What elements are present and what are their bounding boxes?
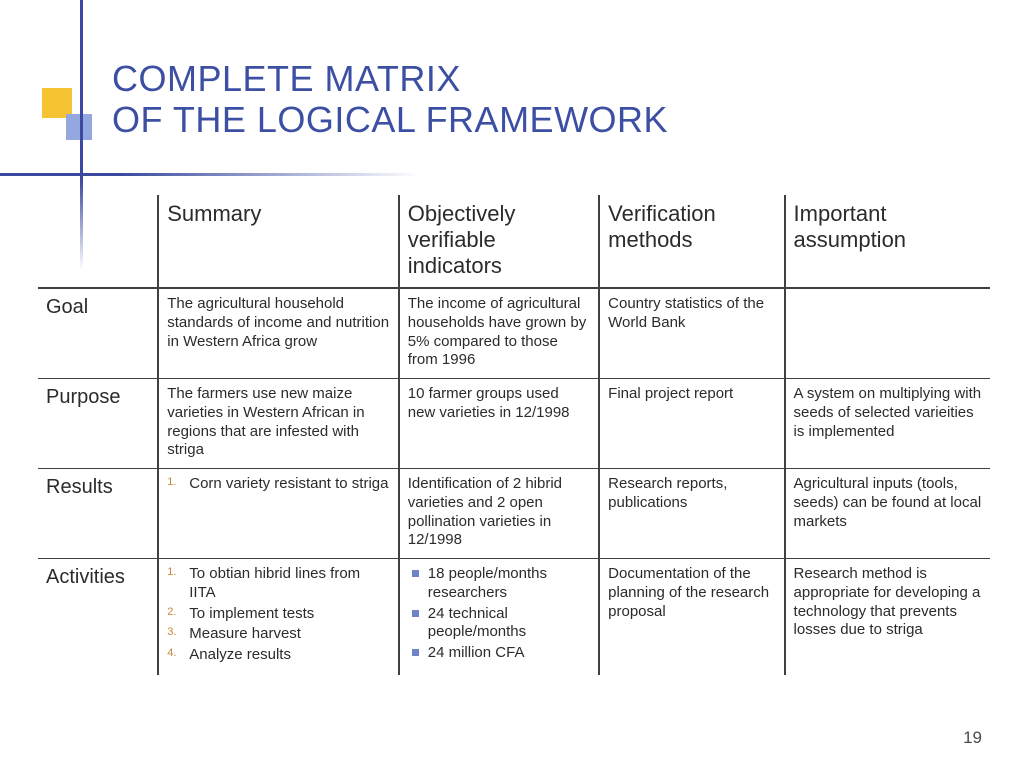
cell-indicators: Identification of 2 hibrid varieties and…	[399, 469, 599, 559]
cell-assumption: A system on multiplying with seeds of se…	[785, 379, 990, 469]
cell-verification: Research reports, publications	[599, 469, 784, 559]
row-label-text: Activities	[46, 566, 125, 588]
cell-summary: The farmers use new maize varieties in W…	[158, 379, 399, 469]
col-header-blank	[38, 195, 158, 288]
title-decoration	[30, 78, 120, 168]
slide-title: COMPLETE MATRIX OF THE LOGICAL FRAMEWORK	[112, 58, 668, 141]
list-item: To obtian hibrid lines from IITA	[167, 565, 390, 603]
cell-assumption	[785, 288, 990, 379]
row-label: Goal	[38, 288, 158, 379]
col-header-verification: Verification methods	[599, 195, 784, 288]
cell-summary: The agricultural household standards of …	[158, 288, 399, 379]
cell-summary: To obtian hibrid lines from IITA To imple…	[158, 559, 399, 675]
row-label: Results	[38, 469, 158, 559]
cell-indicators: 18 people/months researchers24 technical…	[399, 559, 599, 675]
row-label: Purpose	[38, 379, 158, 469]
col-header-assumption: Important assumption	[785, 195, 990, 288]
cell-assumption: Research method is appropriate for devel…	[785, 559, 990, 675]
table-row: Results Corn variety resistant to striga I…	[38, 469, 990, 559]
cell-verification: Documentation of the planning of the res…	[599, 559, 784, 675]
logical-framework-matrix: Summary Objectively verifiable indicator…	[38, 195, 990, 675]
list-item: 24 million CFA	[408, 644, 590, 663]
table-row: Goal The agricultural household standards…	[38, 288, 990, 379]
indicators-list: 18 people/months researchers24 technical…	[408, 565, 590, 663]
row-label-text: Results	[46, 476, 113, 498]
col-header-indicators: Objectively verifiable indicators	[399, 195, 599, 288]
cell-verification: Country statistics of the World Bank	[599, 288, 784, 379]
decor-horizontal-line	[0, 173, 1024, 176]
row-label: Activities	[38, 559, 158, 675]
cell-summary: Corn variety resistant to striga	[158, 469, 399, 559]
table-body: Goal The agricultural household standards…	[38, 288, 990, 675]
page-number: 19	[963, 728, 982, 748]
cell-verification: Final project report	[599, 379, 784, 469]
summary-list: Corn variety resistant to striga	[167, 475, 390, 494]
list-item: To implement tests	[167, 605, 390, 624]
list-item: Measure harvest	[167, 625, 390, 644]
table-row: Activities To obtian hibrid lines from II…	[38, 559, 990, 675]
list-item: Corn variety resistant to striga	[167, 475, 390, 494]
summary-list: To obtian hibrid lines from IITA To imple…	[167, 565, 390, 665]
list-item: 18 people/months researchers	[408, 565, 590, 603]
decor-square-blue	[66, 114, 92, 140]
row-label-text: Goal	[46, 296, 88, 318]
list-item: Analyze results	[167, 646, 390, 665]
table-header-row: Summary Objectively verifiable indicator…	[38, 195, 990, 288]
cell-indicators: 10 farmer groups used new varieties in 1…	[399, 379, 599, 469]
cell-indicators: The income of agricultural households ha…	[399, 288, 599, 379]
title-line-2: OF THE LOGICAL FRAMEWORK	[112, 99, 668, 140]
list-item: 24 technical people/months	[408, 605, 590, 643]
col-header-summary: Summary	[158, 195, 399, 288]
title-line-1: COMPLETE MATRIX	[112, 58, 668, 99]
table-row: Purpose The farmers use new maize varieti…	[38, 379, 990, 469]
row-label-text: Purpose	[46, 386, 121, 408]
cell-assumption: Agricultural inputs (tools, seeds) can b…	[785, 469, 990, 559]
